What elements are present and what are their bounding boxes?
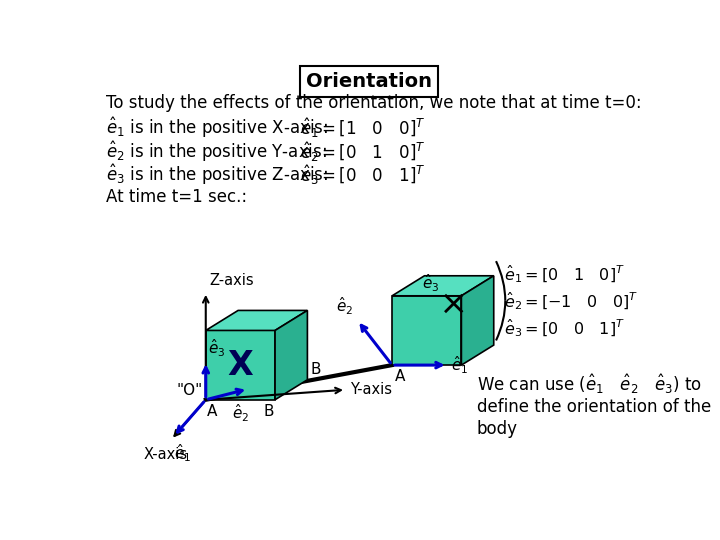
Text: $\hat{e}_1$: $\hat{e}_1$ — [451, 354, 469, 376]
Text: $\hat{e}_1$ is in the positive X-axis:: $\hat{e}_1$ is in the positive X-axis: — [106, 116, 328, 140]
Text: Z-axis: Z-axis — [210, 273, 254, 288]
Text: $\hat{e}_2$: $\hat{e}_2$ — [232, 403, 249, 424]
Text: At time t=1 sec.:: At time t=1 sec.: — [106, 188, 247, 206]
Polygon shape — [392, 296, 462, 365]
Text: $\hat{e}_3$ is in the positive Z-axis:: $\hat{e}_3$ is in the positive Z-axis: — [106, 163, 328, 187]
Text: Orientation: Orientation — [306, 72, 432, 91]
Text: To study the effects of the orientation, we note that at time t=0:: To study the effects of the orientation,… — [106, 94, 642, 112]
Text: $\hat{e}_1 = [0 \quad 1 \quad 0]^T$: $\hat{e}_1 = [0 \quad 1 \quad 0]^T$ — [504, 264, 625, 285]
Text: body: body — [477, 420, 518, 438]
Text: X-axis: X-axis — [144, 448, 188, 462]
Polygon shape — [392, 276, 494, 296]
Text: $\hat{e}_3$: $\hat{e}_3$ — [208, 338, 225, 359]
Text: "O": "O" — [176, 383, 203, 398]
Text: X: X — [228, 349, 253, 382]
Text: $\hat{e}_3$: $\hat{e}_3$ — [423, 273, 440, 294]
Text: $\hat{e}_1$: $\hat{e}_1$ — [174, 442, 192, 464]
Text: B: B — [264, 404, 274, 420]
Text: $\hat{e}_2 = [0 \quad 1 \quad 0]^T$: $\hat{e}_2 = [0 \quad 1 \quad 0]^T$ — [300, 140, 426, 164]
Polygon shape — [206, 310, 307, 330]
Polygon shape — [206, 330, 275, 400]
Text: $\hat{e}_2 = [-1 \quad 0 \quad 0]^T$: $\hat{e}_2 = [-1 \quad 0 \quad 0]^T$ — [504, 291, 638, 312]
Text: $\hat{e}_2$ is in the positive Y-axis:: $\hat{e}_2$ is in the positive Y-axis: — [106, 139, 327, 164]
Text: B: B — [310, 362, 321, 377]
Polygon shape — [275, 310, 307, 400]
Text: $\hat{e}_3 = [0 \quad 0 \quad 1]^T$: $\hat{e}_3 = [0 \quad 0 \quad 1]^T$ — [504, 318, 625, 339]
Text: A: A — [395, 369, 405, 384]
Text: Y-axis: Y-axis — [350, 382, 392, 397]
Text: We can use $(\hat{e}_1 \quad \hat{e}_2 \quad \hat{e}_3)$ to: We can use $(\hat{e}_1 \quad \hat{e}_2 \… — [477, 373, 702, 396]
Text: define the orientation of the: define the orientation of the — [477, 399, 711, 416]
Text: $\hat{e}_1 = [1 \quad 0 \quad 0]^T$: $\hat{e}_1 = [1 \quad 0 \quad 0]^T$ — [300, 116, 426, 140]
Text: A: A — [207, 403, 217, 418]
Text: $\hat{e}_2$: $\hat{e}_2$ — [336, 295, 354, 316]
Polygon shape — [462, 276, 494, 365]
Text: $\hat{e}_3 = [0 \quad 0 \quad 1]^T$: $\hat{e}_3 = [0 \quad 0 \quad 1]^T$ — [300, 163, 426, 187]
